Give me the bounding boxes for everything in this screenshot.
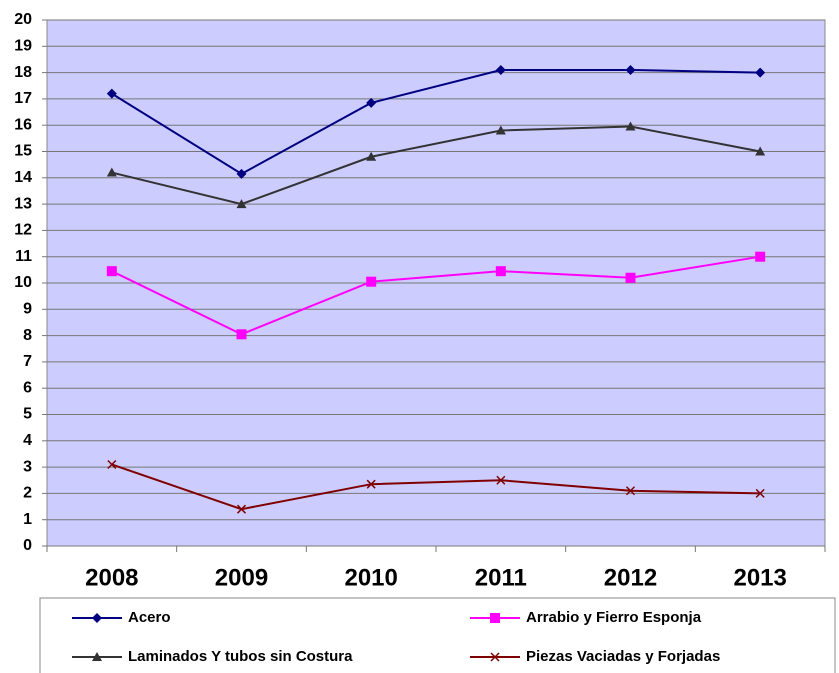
legend-marker xyxy=(490,652,500,662)
data-point xyxy=(496,475,506,485)
legend-label: Acero xyxy=(128,609,171,626)
data-point xyxy=(236,329,247,340)
legend-label: Arrabio y Fierro Esponja xyxy=(526,609,702,626)
y-tick-label: 10 xyxy=(14,274,32,291)
y-tick-label: 14 xyxy=(14,169,32,186)
legend-label: Piezas Vaciadas y Forjadas xyxy=(526,648,720,665)
data-point xyxy=(236,168,247,179)
y-tick-label: 7 xyxy=(23,353,32,370)
data-point xyxy=(755,146,766,156)
legend-marker xyxy=(490,613,500,623)
y-tick-label: 3 xyxy=(23,458,32,475)
data-point xyxy=(495,125,506,135)
series-line xyxy=(111,68,761,176)
y-tick-label: 6 xyxy=(23,379,32,396)
y-tick-label: 0 xyxy=(23,537,32,554)
y-tick-label: 19 xyxy=(14,38,32,55)
y-tick-label: 18 xyxy=(14,64,32,81)
data-point xyxy=(107,459,117,470)
x-tick-label: 2010 xyxy=(344,564,397,591)
series-line xyxy=(111,463,761,511)
data-point xyxy=(106,167,117,177)
legend-marker xyxy=(92,652,102,661)
x-tick-label: 2009 xyxy=(215,564,268,591)
data-point xyxy=(625,486,636,496)
series-line xyxy=(111,125,761,206)
legend-label: Laminados Y tubos sin Costura xyxy=(128,648,353,665)
data-point xyxy=(755,488,765,498)
data-point xyxy=(236,199,247,209)
y-tick-label: 20 xyxy=(14,11,32,28)
data-point xyxy=(366,276,377,287)
data-point xyxy=(495,64,506,75)
y-tick-label: 5 xyxy=(23,406,32,423)
y-tick-label: 11 xyxy=(15,248,32,265)
data-point xyxy=(495,266,506,277)
data-point xyxy=(755,67,766,78)
y-tick-label: 15 xyxy=(14,143,32,160)
x-tick-label: 2013 xyxy=(733,564,786,591)
y-tick-label: 1 xyxy=(23,511,32,528)
data-point xyxy=(755,251,766,262)
y-tick-label: 8 xyxy=(23,327,32,344)
y-tick-label: 4 xyxy=(23,432,32,449)
y-tick-label: 13 xyxy=(14,195,32,212)
y-tick-label: 17 xyxy=(14,90,32,107)
data-point xyxy=(106,266,117,277)
data-point xyxy=(106,88,117,99)
y-tick-label: 9 xyxy=(23,301,32,318)
x-tick-label: 2011 xyxy=(475,564,527,591)
data-point xyxy=(625,64,636,75)
data-point xyxy=(366,151,377,161)
y-tick-label: 16 xyxy=(14,116,32,133)
legend xyxy=(39,597,836,673)
x-tick-label: 2012 xyxy=(604,564,657,591)
x-tick-label: 2008 xyxy=(85,564,138,591)
data-point xyxy=(625,121,636,131)
y-tick-label: 2 xyxy=(23,485,32,502)
data-point xyxy=(236,504,247,514)
data-point xyxy=(366,479,376,489)
series-line xyxy=(111,255,761,336)
y-tick-label: 12 xyxy=(14,222,32,239)
data-point xyxy=(366,97,377,108)
data-point xyxy=(625,272,636,283)
legend-marker xyxy=(92,613,102,623)
